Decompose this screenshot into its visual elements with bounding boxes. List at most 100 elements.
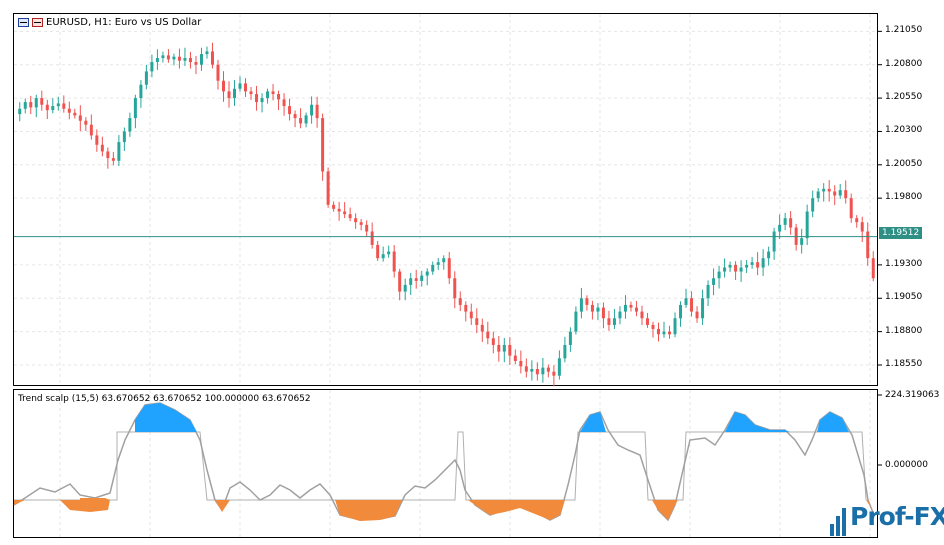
candle-bull: [403, 284, 407, 292]
candle-bear: [656, 328, 660, 335]
candle-bear: [216, 64, 220, 81]
candle-bull: [563, 344, 567, 359]
candle-bear: [634, 307, 638, 312]
candle-bear: [871, 258, 875, 279]
candle-bear: [67, 108, 71, 113]
candle-bull: [23, 102, 27, 109]
candle-bull: [420, 275, 424, 281]
price-tick-label: 1.19800: [885, 192, 923, 203]
candle-bull: [712, 278, 716, 285]
candle-bear: [321, 118, 325, 172]
candle-bear: [293, 114, 297, 119]
candle-bull: [139, 84, 143, 99]
candle-bull: [34, 98, 38, 108]
candle-bull: [150, 62, 154, 72]
candle-bear: [95, 135, 99, 145]
candle-bear: [45, 104, 49, 111]
indicator-down-zone: [60, 500, 110, 512]
candle-bull: [838, 190, 842, 196]
candle-bear: [354, 218, 358, 223]
candle-bull: [750, 262, 754, 265]
candle-bull: [238, 83, 242, 89]
candle-bear: [640, 311, 644, 319]
indicator-down-zone: [335, 500, 402, 521]
candle-bear: [255, 94, 259, 103]
candle-bear: [277, 94, 281, 100]
candle-bull: [172, 56, 176, 60]
candle-bear: [645, 318, 649, 325]
chart-trading-icon[interactable]: [32, 18, 43, 27]
candle-bear: [177, 56, 181, 61]
candle-bull: [557, 358, 561, 376]
candle-bull: [381, 254, 385, 259]
candle-bear: [221, 80, 225, 92]
candle-bear: [100, 144, 104, 152]
candle-bull: [51, 106, 55, 111]
candle-bull: [431, 264, 435, 272]
candle-bear: [458, 298, 462, 305]
candle-bull: [778, 224, 782, 232]
candle-bull: [502, 344, 506, 352]
candle-bear: [194, 62, 198, 65]
candle-bull: [260, 98, 264, 103]
candle-bear: [332, 204, 336, 209]
candle-bear: [414, 278, 418, 281]
candle-bear: [585, 298, 589, 305]
candle-bear: [601, 307, 605, 319]
candle-bear: [84, 120, 88, 125]
candle-bull: [596, 307, 600, 312]
candle-bear: [343, 211, 347, 215]
candle-bear: [668, 331, 672, 335]
candle-bear: [849, 198, 853, 219]
candle-bull: [761, 258, 765, 268]
candle-bear: [734, 264, 738, 272]
candle-bull: [673, 318, 677, 335]
candle-bull: [133, 98, 137, 119]
indicator-down-zone: [468, 500, 565, 520]
candle-bull: [183, 58, 187, 61]
candle-bull: [662, 331, 666, 335]
candle-bear: [326, 171, 330, 205]
candle-bull: [612, 318, 616, 325]
indicator-down-zone: [652, 500, 678, 520]
candle-bear: [524, 366, 528, 372]
price-chart-pane[interactable]: [13, 13, 878, 386]
candle-bull: [155, 58, 159, 63]
candle-bull: [266, 91, 270, 99]
candle-bull: [579, 298, 583, 312]
candle-bear: [491, 338, 495, 345]
candle-bull: [783, 218, 787, 225]
indicator-down-zone: [80, 498, 110, 500]
candle-bull: [728, 264, 732, 268]
price-tick-label: 1.19300: [885, 258, 923, 269]
candle-bear: [227, 91, 231, 99]
candle-bear: [486, 331, 490, 339]
candle-bear: [315, 104, 319, 119]
candle-bear: [827, 188, 831, 192]
chart-window-icon[interactable]: [18, 18, 29, 27]
candle-bull: [199, 54, 203, 65]
candle-bear: [73, 112, 77, 116]
candle-bear: [756, 262, 760, 268]
candle-bull: [684, 298, 688, 305]
candle-bull: [800, 238, 804, 245]
candle-bear: [359, 222, 363, 225]
candle-bull: [541, 367, 545, 375]
candle-bear: [447, 258, 451, 279]
candle-bull: [56, 103, 60, 107]
candle-bull: [767, 251, 771, 259]
candle-bear: [89, 124, 93, 136]
candle-bull: [442, 258, 446, 263]
candle-bull: [739, 267, 743, 272]
candle-bull: [574, 311, 578, 332]
candle-bull: [618, 311, 622, 319]
indicator-label: Trend scalp (15,5) 63.670652 63.670652 1…: [18, 394, 311, 404]
candle-bear: [288, 106, 292, 115]
price-tick-label: 1.21050: [885, 25, 923, 36]
indicator-up-zone: [725, 412, 790, 432]
candle-bear: [519, 360, 523, 367]
candle-bear: [210, 51, 214, 65]
candle-bear: [607, 318, 611, 325]
